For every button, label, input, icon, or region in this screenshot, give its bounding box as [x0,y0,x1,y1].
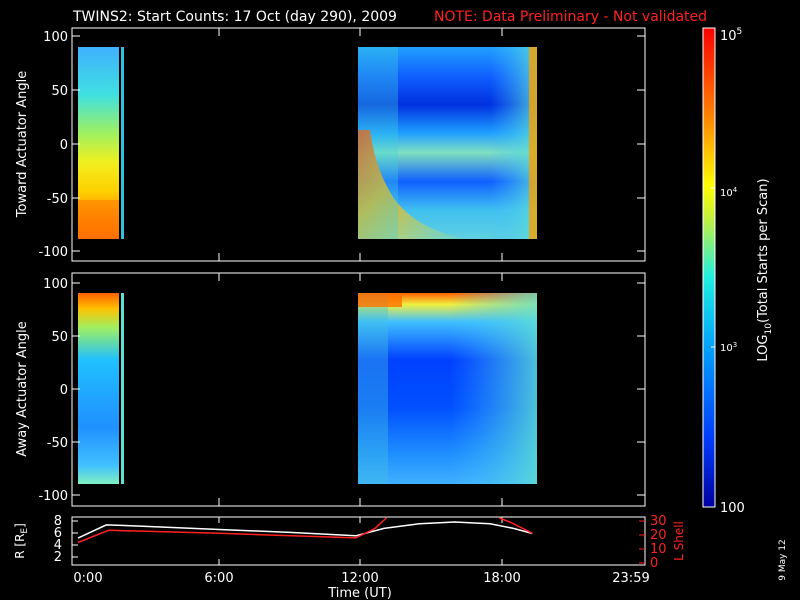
chart-title: TWINS2: Start Counts: 17 Oct (day 290), … [72,9,397,25]
toward-ytick-label: -100 [38,245,68,260]
orbit-ytick-right: 0 [650,556,658,571]
toward-xticks [218,28,503,261]
toward-yticks [72,35,645,252]
away-main-rightfade [450,293,537,484]
orbit-frame [71,516,646,566]
orbit-xticks [218,517,503,565]
away-ytick-label: 0 [60,383,68,398]
xtick-label: 12:00 [341,571,378,586]
toward-ylabel: Toward Actuator Angle [15,71,30,218]
away-main-lightband [358,293,388,484]
colorbar-tick: 105 [720,27,742,44]
away-xticks [218,273,503,506]
away-block-sliver [121,293,124,484]
toward-block-sliver [121,47,124,239]
toward-block-early-edge [78,200,119,239]
xaxis-label: Time (UT) [327,586,392,600]
colorbar-tick: 104 [720,186,738,199]
toward-ytick-label: 100 [43,30,68,45]
xtick-label: 0:00 [73,571,102,586]
colorbar-tick: 103 [720,341,737,354]
orbit-ytick-right: 30 [650,514,667,529]
toward-main-lightband [358,47,398,239]
away-main-top-warm [358,293,402,307]
orbit-ytick-right: 20 [650,528,667,543]
xtick-label: 6:00 [204,571,233,586]
orbit-ytick-left: 4 [54,538,62,553]
toward-warm-region [358,130,470,239]
orbit-ytick-left: 8 [54,514,62,529]
orbit-ytick-left: 6 [54,526,62,541]
orbit-ytick-left: 2 [54,550,62,565]
orbit-series-line-0 [77,521,533,539]
away-ytick-label: 100 [43,277,68,292]
toward-ytick-label: 0 [60,138,68,153]
orbit-series-line-2 [499,517,533,534]
panel-orbit: 8 6 4 2 30 20 10 0 R [RE] L Shell [13,514,686,571]
away-ytick-label: -100 [38,489,68,504]
panel-away: 100 50 0 -50 -100 Away Actuator Angle [15,272,646,507]
orbit-ylabel-left: R [RE] [13,523,30,559]
xtick-label: 18:00 [483,571,520,586]
away-ytick-label: 50 [51,330,68,345]
colorbar-label: LOG10(Total Starts per Scan) [756,178,774,361]
orbit-lines [77,517,533,544]
toward-ytick-label: 50 [51,84,68,99]
panel-toward: 100 50 0 -50 -100 Toward Actuator Angle [15,27,646,262]
toward-main-redbar [529,47,537,239]
side-date: 9 May 12 [778,539,788,581]
preliminary-note: NOTE: Data Preliminary - Not validated [434,9,707,25]
orbit-series-line-1 [77,517,387,544]
orbit-ylabel-right: L Shell [672,521,686,561]
away-ylabel: Away Actuator Angle [15,321,30,456]
colorbar-gradient [702,27,716,508]
orbit-yticks-left [72,520,78,558]
away-block-early [78,293,119,484]
away-yticks [72,282,645,496]
colorbar-tick: 100 [720,501,745,516]
toward-ytick-label: -50 [47,192,68,207]
away-ytick-label: -50 [47,436,68,451]
xtick-label: 23:59 [612,571,649,586]
colorbar: 105 104 103 100 LOG10(Total Starts per S… [702,27,774,516]
orbit-yticks-right [639,520,645,564]
orbit-ytick-right: 10 [650,542,667,557]
